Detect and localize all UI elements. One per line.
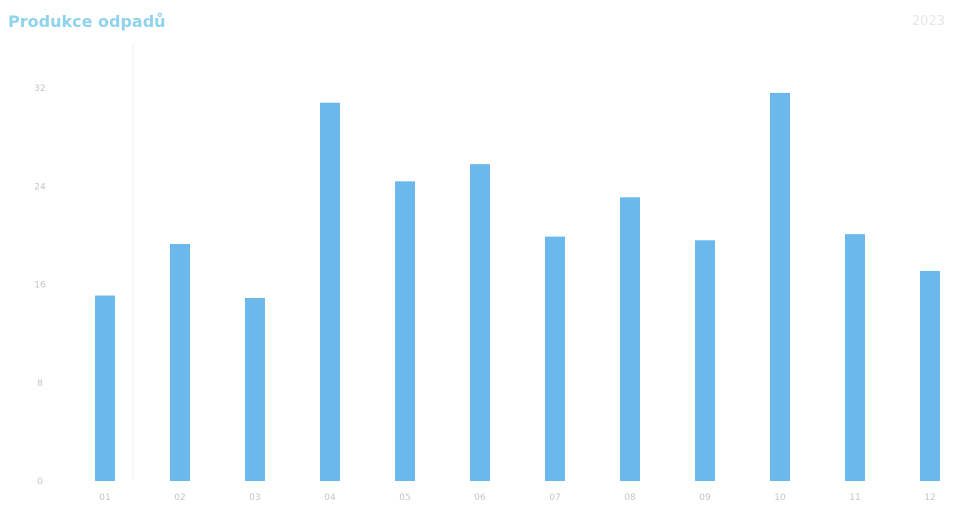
chart-title: Produkce odpadů <box>8 12 166 31</box>
x-tick-label: 03 <box>249 493 260 503</box>
bar-03[interactable] <box>245 298 265 481</box>
bars <box>95 92 940 482</box>
x-tick-label: 06 <box>474 493 486 503</box>
chart-year-label: 2023 <box>911 14 945 29</box>
x-tick-label: 05 <box>399 493 410 503</box>
x-tick-label: 10 <box>774 493 786 503</box>
bar-02[interactable] <box>170 243 190 481</box>
x-tick-label: 12 <box>924 493 935 503</box>
y-axis-ticks: 0 8 16 24 32 <box>34 84 46 487</box>
bar-08[interactable] <box>620 197 640 481</box>
bar-04[interactable] <box>320 102 340 482</box>
x-tick-label: 11 <box>849 493 860 503</box>
x-axis-ticks: 01 02 03 04 05 06 07 08 09 10 11 12 <box>99 493 935 503</box>
bar-07[interactable] <box>545 236 565 481</box>
y-tick-label: 24 <box>34 182 46 192</box>
bar-10[interactable] <box>770 92 790 481</box>
x-tick-label: 04 <box>324 493 336 503</box>
bar-11[interactable] <box>845 234 865 481</box>
y-tick-label: 0 <box>37 477 43 487</box>
y-tick-label: 16 <box>34 281 46 291</box>
y-tick-label: 32 <box>34 84 45 94</box>
bar-09[interactable] <box>695 240 715 481</box>
x-tick-label: 07 <box>549 493 560 503</box>
bar-01[interactable] <box>95 295 115 481</box>
y-tick-label: 8 <box>37 379 43 389</box>
x-tick-label: 02 <box>174 493 185 503</box>
bar-05[interactable] <box>395 181 415 481</box>
bar-06[interactable] <box>470 164 490 482</box>
bar-12[interactable] <box>920 270 940 481</box>
x-tick-label: 09 <box>699 493 711 503</box>
x-tick-label: 08 <box>624 493 636 503</box>
x-tick-label: 01 <box>99 493 110 503</box>
